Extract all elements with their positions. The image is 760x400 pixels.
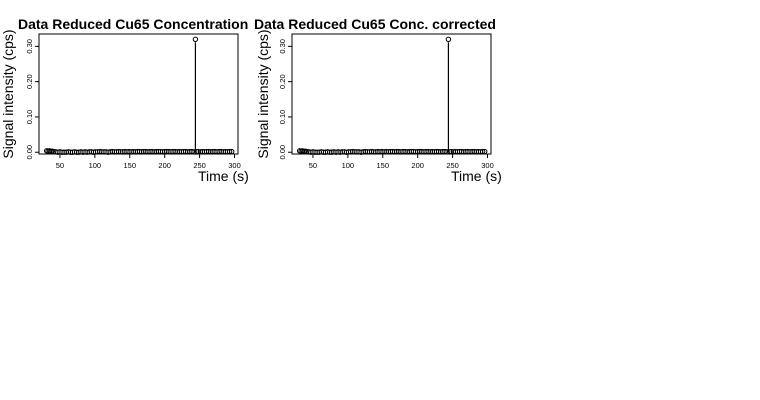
left-x-tick-label: 100 (89, 161, 102, 170)
left-data-point (189, 148, 195, 155)
left-x-tick-label: 250 (193, 161, 206, 170)
right-x-tick-label: 100 (342, 161, 355, 170)
right-x-tick-label: 300 (481, 161, 494, 170)
left-chart-panel: Data Reduced Cu65 Concentration Time (s)… (0, 16, 249, 184)
left-y-tick-label: 0.00 (25, 145, 34, 160)
left-x-tick-label: 200 (158, 161, 171, 170)
left-x-axis-title: Time (s) (198, 168, 249, 184)
right-data-point (479, 148, 486, 155)
right-chart-panel: Data Reduced Cu65 Conc. corrected Time (… (254, 16, 502, 184)
left-y-axis-title: Signal intensity (cps) (0, 29, 16, 158)
left-y-axis: 0.00 0.10 0.20 0.30 (25, 39, 39, 160)
right-x-axis: 50 100 150 200 250 300 (309, 154, 494, 170)
left-data-point (192, 36, 199, 42)
right-plot-frame (291, 33, 492, 155)
left-y-tick-label: 0.20 (25, 74, 34, 89)
right-x-axis-title: Time (s) (451, 168, 502, 184)
right-y-tick-label: 0.30 (278, 39, 287, 54)
right-y-axis: 0.00 0.10 0.20 0.30 (278, 39, 292, 160)
right-chart-title: Data Reduced Cu65 Conc. corrected (254, 16, 496, 32)
right-data-marks (296, 36, 488, 155)
left-data-point (226, 148, 233, 155)
right-x-tick-label: 150 (377, 161, 390, 170)
right-x-tick-label: 250 (446, 161, 459, 170)
left-x-tick-label: 50 (56, 161, 64, 170)
left-y-tick-label: 0.30 (25, 39, 34, 54)
right-data-point (442, 148, 448, 155)
left-x-tick-label: 300 (228, 161, 241, 170)
left-chart-title: Data Reduced Cu65 Concentration (18, 16, 248, 32)
right-x-tick-label: 50 (309, 161, 317, 170)
right-y-tick-label: 0.20 (278, 74, 287, 89)
left-data-point (229, 148, 235, 155)
right-y-axis-title: Signal intensity (cps) (255, 29, 271, 158)
left-x-axis: 50 100 150 200 250 300 (56, 154, 241, 170)
left-data-marks (43, 36, 235, 155)
right-data-point (445, 36, 452, 42)
left-plot-frame (38, 33, 239, 155)
right-y-tick-label: 0.10 (278, 110, 287, 125)
left-x-tick-label: 150 (124, 161, 137, 170)
right-data-point (482, 148, 488, 155)
right-x-tick-label: 200 (411, 161, 424, 170)
right-y-tick-label: 0.00 (278, 145, 287, 160)
left-y-tick-label: 0.10 (25, 110, 34, 125)
